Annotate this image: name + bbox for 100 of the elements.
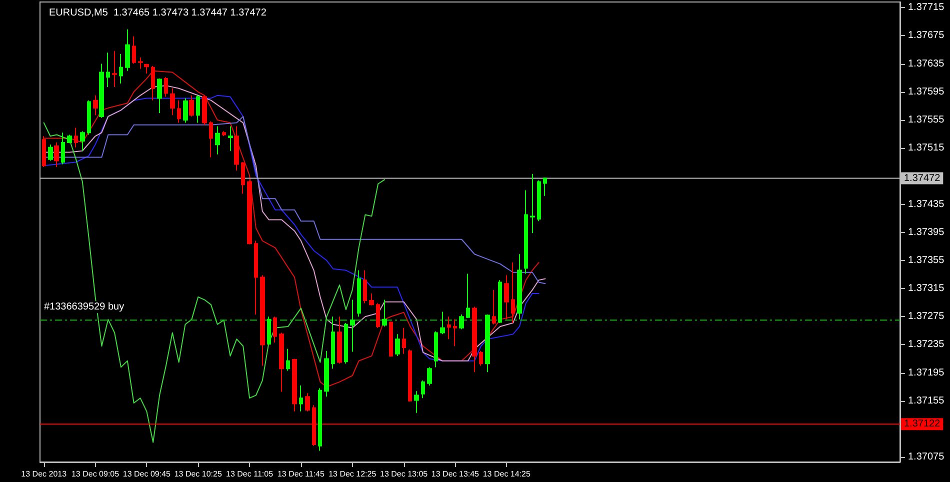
- candlestick: [260, 274, 265, 366]
- ref-line-label: #1336639529 buy: [44, 302, 124, 313]
- y-tick-label: 1.37315: [908, 283, 945, 294]
- candlestick: [357, 270, 361, 318]
- candlestick: [369, 292, 374, 306]
- y-tick-label: 1.37675: [908, 30, 945, 42]
- candlestick: [382, 299, 387, 327]
- candlestick: [215, 126, 220, 155]
- x-tick-label: 13 Dec 09:45: [122, 470, 172, 478]
- candlestick: [299, 384, 303, 412]
- y-tick-label: 1.37155: [908, 395, 945, 406]
- candlestick: [99, 63, 104, 118]
- candlestick: [504, 274, 509, 320]
- candlestick: [337, 316, 342, 364]
- candlestick: [421, 380, 425, 399]
- candlestick: [530, 174, 535, 234]
- candlestick: [267, 316, 271, 346]
- candlestick: [453, 318, 457, 347]
- x-tick-label: 13 Dec 12:25: [328, 470, 377, 478]
- x-tick-label: 13 Dec 10:25: [174, 470, 222, 478]
- candlestick: [466, 273, 470, 319]
- candlestick: [414, 390, 419, 414]
- candlestick: [492, 289, 496, 325]
- candlestick: [472, 306, 477, 373]
- candlestick: [106, 52, 110, 88]
- y-tick-label: 1.37195: [908, 367, 945, 378]
- candlestick: [524, 190, 528, 274]
- y-tick-label: 1.37355: [908, 254, 945, 266]
- y-tick-label: 1.37395: [908, 226, 945, 238]
- candlestick: [273, 316, 277, 344]
- candlestick: [151, 65, 155, 101]
- candlestick: [427, 366, 432, 386]
- candlestick: [517, 254, 522, 320]
- candlestick: [434, 330, 438, 368]
- line-series: [43, 116, 546, 284]
- candlestick: [87, 100, 91, 136]
- y-tick-label: 1.37715: [908, 2, 945, 14]
- candlestick: [511, 262, 515, 324]
- candlestick: [247, 180, 252, 245]
- candlestick: [344, 322, 348, 364]
- candlestick: [537, 180, 541, 222]
- candlestick: [42, 136, 46, 168]
- x-tick-label: 13 Dec 09:05: [71, 470, 120, 478]
- candlestick: [254, 240, 258, 316]
- y-tick-label: 1.37435: [908, 198, 945, 210]
- candlestick: [402, 327, 406, 354]
- candlestick: [440, 311, 445, 335]
- candlestick: [80, 130, 85, 152]
- candlestick: [305, 392, 310, 412]
- candlestick: [74, 127, 78, 148]
- candlestick: [350, 299, 355, 352]
- candlestick: [408, 349, 412, 402]
- candlestick: [61, 132, 65, 165]
- candlestick: [324, 350, 329, 398]
- candlestick: [395, 334, 400, 356]
- candlestick: [459, 314, 464, 330]
- candlestick: [67, 134, 72, 144]
- y-tick-label: 1.37555: [908, 114, 945, 126]
- candlestick: [202, 94, 207, 126]
- candlestick: [318, 388, 322, 452]
- candlestick: [125, 28, 130, 72]
- y-tick-label: 1.37075: [908, 452, 945, 463]
- y-tick-label: 1.37515: [908, 142, 945, 154]
- x-tick-label: 13 Dec 2013: [21, 470, 68, 478]
- ref-line-label: 1.37472: [904, 172, 941, 184]
- candlestick: [479, 350, 483, 366]
- x-tick-label: 13 Dec 11:45: [277, 470, 326, 478]
- y-tick-label: 1.37635: [908, 58, 945, 70]
- candlestick: [54, 142, 59, 168]
- text: EURUSD,M5 1.37465 1.37473 1.37447 1.37472: [49, 8, 267, 18]
- candlestick: [279, 332, 284, 392]
- candlestick: [241, 162, 245, 194]
- candlestick: [331, 316, 335, 370]
- candlestick: [376, 302, 380, 328]
- y-tick-label: 1.37275: [908, 311, 945, 322]
- candlestick: [157, 78, 162, 114]
- candlestick: [196, 94, 200, 124]
- y-tick-label: 1.37235: [908, 339, 945, 350]
- candlestick: [485, 314, 490, 373]
- candlestick: [389, 321, 393, 358]
- candlestick: [170, 88, 175, 116]
- candlestick: [119, 53, 123, 84]
- candlestick: [183, 98, 188, 124]
- candlestick: [144, 63, 149, 74]
- candlestick: [234, 126, 239, 172]
- candlestick: [447, 316, 451, 340]
- candlestick: [112, 50, 117, 88]
- candlestick: [164, 76, 168, 98]
- candlestick: [209, 120, 213, 158]
- candlestick: [177, 100, 181, 124]
- candlestick: [228, 126, 233, 152]
- candlestick: [48, 144, 53, 162]
- candlestick: [498, 280, 502, 324]
- candlestick: [292, 358, 297, 412]
- x-tick-label: 13 Dec 14:25: [482, 470, 531, 478]
- line-series: [43, 122, 386, 443]
- x-tick-label: 13 Dec 13:05: [380, 470, 428, 478]
- candlestick: [138, 56, 143, 70]
- candlestick: [132, 36, 136, 64]
- candlestick: [543, 177, 547, 196]
